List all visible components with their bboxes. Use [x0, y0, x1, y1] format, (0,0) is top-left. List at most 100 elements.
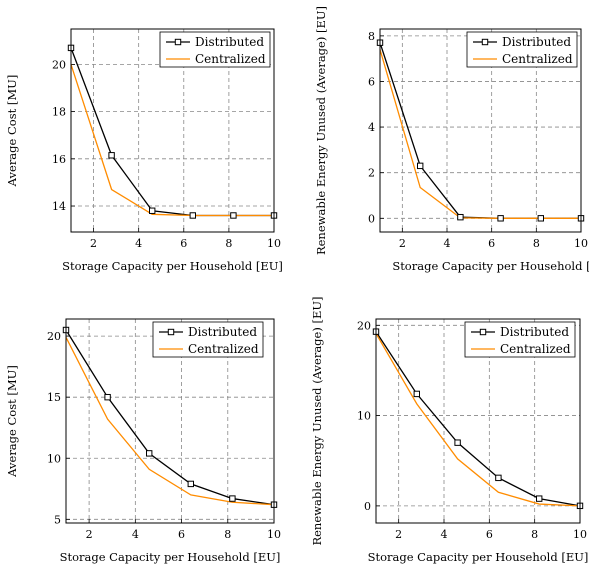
data-point: [189, 212, 197, 219]
series-line-distributed: [65, 329, 275, 506]
legend-label-distributed: Distributed: [500, 325, 569, 339]
x-tick-label: 6: [486, 528, 493, 541]
y-tick-label: 14: [52, 200, 66, 213]
y-tick-label: 6: [368, 75, 375, 88]
legend-marker: [167, 328, 175, 336]
legend: Distributed Centralized: [466, 31, 578, 68]
x-tick-label: 4: [444, 237, 451, 250]
y-tick-label: 20: [47, 330, 61, 343]
legend-box: [464, 321, 576, 358]
x-tick-label: 2: [399, 237, 406, 250]
x-tick-label: 10: [267, 237, 281, 250]
x-axis-label: Storage Capacity per Household [EU]: [62, 259, 283, 273]
y-tick-label: 8: [368, 30, 375, 43]
data-point: [146, 450, 153, 457]
y-tick-label: 10: [47, 452, 61, 465]
series-line-centralized: [65, 337, 275, 506]
chart-top-right: 2 4 6 8 10 0 2 4 6 8 Distributed Centralized Storage…: [295, 0, 589, 283]
legend-marker: [479, 328, 487, 336]
data-point: [230, 212, 237, 219]
legend-label-centralized: Centralized: [195, 52, 266, 66]
y-axis-label: Renewable Energy Unused (Average) [EU]: [314, 6, 328, 255]
data-point: [108, 152, 115, 159]
x-tick-label: 10: [573, 528, 587, 541]
data-point: [413, 390, 420, 398]
series-line-distributed: [375, 331, 581, 507]
y-tick-label: 2: [368, 167, 375, 180]
y-tick-label: 0: [368, 212, 375, 225]
plot-frame: [375, 318, 581, 524]
plot-frame: [70, 28, 275, 233]
chart-top-left: 2 4 6 8 10 14 16 18 20 Distributed Centralized Stor…: [0, 0, 295, 283]
x-tick-label: 2: [86, 528, 93, 541]
y-tick-label: 15: [47, 391, 61, 404]
legend-label-centralized: Centralized: [500, 342, 571, 356]
data-point: [187, 480, 195, 488]
y-tick-label: 5: [54, 513, 61, 526]
data-point: [457, 213, 464, 221]
data-point: [495, 474, 502, 482]
x-tick-label: 2: [90, 237, 97, 250]
legend-label-distributed: Distributed: [502, 35, 571, 49]
legend-label-distributed: Distributed: [195, 35, 264, 49]
y-axis-label: Average Cost [MU]: [5, 75, 19, 188]
x-tick-label: 2: [395, 528, 402, 541]
x-axis-label: Storage Capacity per Household [EU]: [368, 550, 589, 564]
series-line-centralized: [379, 49, 581, 219]
y-tick-label: 0: [364, 500, 371, 513]
y-tick-label: 20: [52, 58, 66, 71]
legend-box: [152, 321, 264, 358]
chart-svg: 2 4 6 8 10 14 16 18 20 Distributed Centralized Stor…: [5, 28, 283, 273]
data-point: [104, 393, 111, 401]
data-point: [454, 439, 461, 446]
legend-label-distributed: Distributed: [188, 325, 257, 339]
legend: Distributed Centralized: [159, 31, 271, 68]
x-tick-label: 4: [441, 528, 448, 541]
legend: Distributed Centralized: [464, 321, 576, 358]
y-tick-label: 18: [52, 106, 66, 119]
x-tick-label: 8: [224, 528, 231, 541]
data-point: [537, 215, 545, 222]
series-line-centralized: [375, 333, 581, 507]
chart-svg: 2 4 6 8 10 5 10 15 20 Distributed Centralized Stora…: [5, 318, 281, 564]
x-tick-label: 4: [135, 237, 142, 250]
series-line-distributed: [70, 47, 274, 217]
data-point: [149, 207, 156, 214]
chart-svg: 2 4 6 8 10 0 10 20 Distributed Centralized Storage…: [310, 296, 589, 564]
legend-marker: [481, 38, 489, 46]
legend-marker: [174, 38, 182, 46]
chart-bottom-right: 2 4 6 8 10 0 10 20 Distributed Centralized Storage…: [295, 283, 589, 567]
y-tick-label: 16: [52, 153, 66, 166]
series-line-centralized: [70, 64, 274, 217]
y-tick-label: 4: [368, 121, 375, 134]
chart-bottom-left: 2 4 6 8 10 5 10 15 20 Distributed Centralized Stora…: [0, 283, 295, 567]
y-tick-label: 20: [357, 319, 371, 332]
data-point: [536, 495, 543, 502]
data-point: [229, 495, 236, 502]
legend: Distributed Centralized: [152, 321, 264, 358]
x-tick-label: 6: [178, 528, 185, 541]
plot-frame: [65, 318, 275, 524]
x-tick-label: 8: [225, 237, 232, 250]
x-axis-label: Storage Capacity per Household [EU]: [60, 550, 281, 564]
plot-frame: [379, 28, 582, 233]
legend-label-centralized: Centralized: [502, 52, 573, 66]
legend-box: [159, 31, 271, 68]
x-tick-label: 6: [488, 237, 495, 250]
x-tick-label: 10: [574, 237, 588, 250]
legend-label-centralized: Centralized: [188, 342, 259, 356]
x-tick-label: 10: [267, 528, 281, 541]
data-point: [497, 215, 504, 222]
x-tick-label: 6: [180, 237, 187, 250]
series-line-distributed: [379, 42, 581, 219]
x-tick-label: 8: [533, 237, 540, 250]
x-tick-label: 4: [132, 528, 139, 541]
x-axis-label: Storage Capacity per Household [EU: [392, 259, 589, 273]
chart-svg: 2 4 6 8 10 0 2 4 6 8 Distributed Centralized Storage…: [314, 6, 589, 273]
y-axis-label: Average Cost [MU]: [5, 365, 19, 478]
y-axis-label: Renewable Energy Unused (Average) [EU]: [310, 296, 324, 545]
legend-box: [466, 31, 578, 68]
y-tick-label: 10: [357, 410, 371, 423]
data-point: [417, 162, 424, 170]
x-tick-label: 8: [531, 528, 538, 541]
